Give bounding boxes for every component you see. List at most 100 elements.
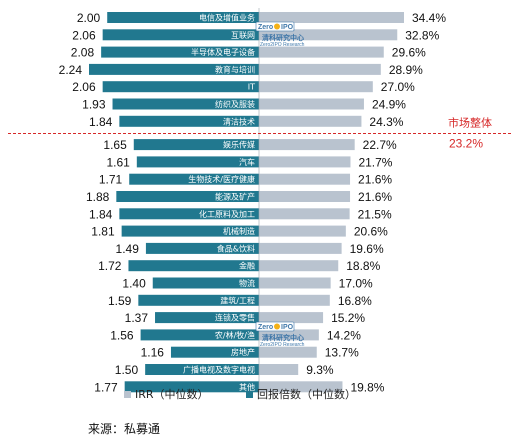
market-marker-label: 市场整体 — [448, 115, 492, 129]
market-marker-value: 23.2% — [449, 136, 483, 150]
value-right-10: 21.6% — [358, 190, 392, 204]
bar-right-1 — [259, 29, 398, 41]
watermark-subtitle: Zero2IPO Research — [260, 42, 305, 48]
value-left-1: 2.06 — [72, 28, 96, 42]
value-right-14: 18.8% — [346, 259, 380, 273]
bar-left-17 — [155, 312, 259, 324]
value-left-19: 1.16 — [141, 346, 165, 360]
category-label-21: 其他 — [239, 382, 255, 392]
bar-left-10 — [116, 191, 259, 202]
bar-right-12 — [259, 225, 346, 237]
bars-group: 电信及增值业务 2.00 34.4% 互联网 2.06 32.8% 半导体及电子设备 2.08… — [59, 8, 446, 396]
bar-right-7 — [259, 139, 355, 151]
bar-left-5 — [112, 98, 259, 110]
value-left-4: 2.06 — [72, 80, 96, 94]
value-right-11: 21.5% — [358, 207, 392, 221]
category-label-8: 汽车 — [239, 157, 255, 167]
bar-left-15 — [152, 277, 259, 289]
value-left-17: 1.37 — [125, 311, 149, 325]
value-right-0: 34.4% — [412, 11, 446, 25]
bar-left-21 — [124, 381, 259, 393]
bar-right-2 — [259, 46, 384, 58]
bar-left-2 — [101, 46, 260, 58]
bar-left-0 — [107, 12, 259, 23]
value-left-3: 2.24 — [59, 63, 83, 77]
bar-right-0 — [259, 12, 404, 23]
category-label-10: 能源及矿产 — [215, 192, 255, 202]
category-label-19: 房地产 — [231, 347, 255, 357]
value-right-19: 13.7% — [325, 346, 359, 360]
bar-left-9 — [129, 173, 259, 185]
category-label-17: 连锁及零售 — [215, 313, 255, 323]
category-label-20: 广播电视及数字电视 — [183, 365, 255, 375]
bar-right-3 — [259, 63, 381, 75]
value-left-13: 1.49 — [116, 242, 140, 256]
bar-right-6 — [259, 115, 362, 127]
bar-right-17 — [259, 312, 324, 324]
bar-left-13 — [145, 242, 259, 254]
bar-right-5 — [259, 98, 364, 110]
value-right-7: 22.7% — [363, 138, 397, 152]
legend-swatch-multiple — [246, 391, 253, 398]
value-right-2: 29.6% — [392, 46, 426, 60]
legend: IRR（中位数） 回报倍数（中位数） — [124, 387, 356, 401]
value-right-18: 14.2% — [327, 328, 361, 342]
value-right-15: 17.0% — [339, 277, 373, 291]
market-marker: 市场整体 23.2% — [8, 115, 513, 150]
legend-swatch-irr — [124, 391, 131, 398]
bar-left-1 — [102, 29, 260, 41]
category-label-13: 食品&饮料 — [217, 243, 255, 253]
value-right-16: 16.8% — [338, 294, 372, 308]
value-right-6: 24.3% — [369, 115, 403, 129]
category-label-5: 纺织及服装 — [215, 99, 255, 109]
watermark-logo-right: IPO — [281, 324, 294, 331]
category-label-6: 清洁技术 — [223, 116, 255, 126]
value-right-17: 15.2% — [331, 311, 365, 325]
category-label-0: 电信及增值业务 — [199, 13, 255, 23]
bar-right-8 — [259, 156, 351, 168]
watermark-logo-left: Zero — [258, 324, 273, 331]
bar-right-19 — [259, 346, 317, 358]
bar-left-8 — [136, 156, 259, 168]
value-left-9: 1.71 — [99, 173, 123, 187]
bar-right-4 — [259, 81, 373, 93]
bar-left-4 — [102, 81, 260, 93]
bar-left-16 — [138, 294, 259, 306]
bar-right-10 — [259, 191, 351, 202]
value-right-13: 19.6% — [350, 242, 384, 256]
value-right-5: 24.9% — [372, 98, 406, 112]
category-label-14: 金融 — [239, 261, 255, 271]
category-label-16: 建筑/工程 — [220, 295, 255, 305]
category-label-9: 生物技术/医疗健康 — [188, 174, 255, 184]
value-right-4: 27.0% — [381, 80, 415, 94]
watermark-title: 清科研究中心 — [262, 33, 304, 42]
value-right-8: 21.7% — [358, 155, 392, 169]
value-left-18: 1.56 — [110, 328, 134, 342]
value-left-8: 1.61 — [106, 155, 130, 169]
category-label-2: 半导体及电子设备 — [191, 47, 255, 57]
value-left-5: 1.93 — [82, 98, 106, 112]
value-left-7: 1.65 — [103, 138, 127, 152]
watermark-logo-right: IPO — [281, 24, 294, 31]
bar-right-16 — [259, 294, 330, 306]
category-label-7: 娱乐传媒 — [223, 140, 255, 150]
bar-right-18 — [259, 329, 319, 341]
value-left-12: 1.81 — [91, 225, 115, 239]
category-label-4: IT — [248, 83, 255, 92]
legend-label-irr: IRR（中位数） — [135, 387, 209, 401]
bar-right-9 — [259, 173, 351, 185]
bar-right-15 — [259, 277, 331, 289]
bar-left-19 — [170, 346, 259, 358]
watermark-title: 清科研究中心 — [262, 333, 304, 342]
bar-right-11 — [259, 208, 350, 220]
legend-label-multiple: 回报倍数（中位数） — [257, 387, 356, 401]
value-left-2: 2.08 — [71, 46, 95, 60]
bar-right-13 — [259, 242, 342, 254]
value-left-21: 1.77 — [94, 380, 118, 394]
value-right-3: 28.9% — [389, 63, 423, 77]
bar-left-3 — [89, 63, 259, 75]
